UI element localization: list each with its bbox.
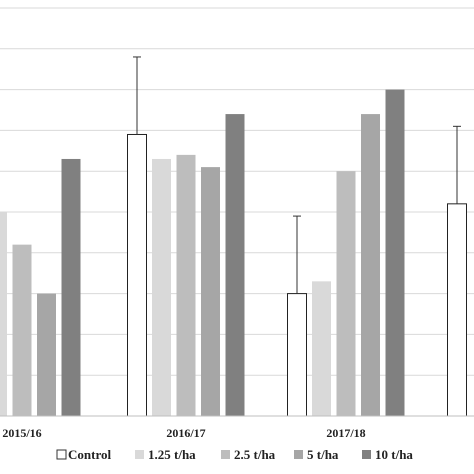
legend-swatch-1-25 [135, 450, 144, 459]
bar [361, 114, 380, 416]
bar [12, 244, 32, 416]
legend-swatch-2-5 [221, 450, 230, 459]
bar [225, 114, 245, 416]
bar [37, 293, 56, 416]
legend-label-control: Control [68, 447, 111, 462]
bar [385, 89, 405, 416]
legend-swatch-control [56, 449, 67, 460]
category-labels: 2015/16 2016/17 2017/18 [2, 426, 365, 440]
bar [336, 171, 356, 416]
bars [0, 89, 467, 417]
bar [312, 281, 331, 416]
category-label-3: 2017/18 [326, 426, 365, 440]
bar [201, 167, 220, 416]
bar [61, 158, 81, 416]
category-label-2: 2016/17 [166, 426, 205, 440]
bar [152, 158, 171, 416]
bar [447, 203, 467, 417]
legend-swatch-5 [294, 450, 303, 459]
bar [176, 154, 196, 416]
legend: Control 1.25 t/ha 2.5 t/ha 5 t/ha 10 t/h… [56, 447, 413, 462]
legend-label-5: 5 t/ha [307, 447, 339, 462]
error-bars [133, 56, 461, 294]
legend-label-10: 10 t/ha [375, 447, 413, 462]
bar [0, 212, 7, 416]
bar [127, 133, 147, 417]
category-label-1: 2015/16 [2, 426, 41, 440]
legend-swatch-10 [362, 450, 371, 459]
legend-label-1-25: 1.25 t/ha [148, 447, 196, 462]
legend-label-2-5: 2.5 t/ha [234, 447, 276, 462]
bar [287, 293, 307, 417]
